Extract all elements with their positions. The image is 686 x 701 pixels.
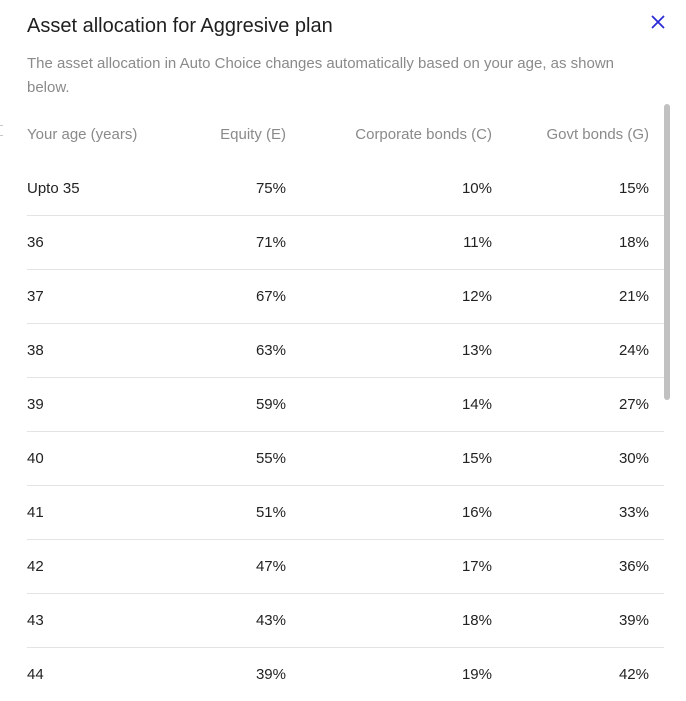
table-row: 43 43% 18% 39% xyxy=(27,593,664,648)
cell-govt-bonds: 18% xyxy=(492,215,664,270)
modal-description: The asset allocation in Auto Choice chan… xyxy=(27,55,615,96)
table-row: 41 51% 16% 33% xyxy=(27,485,664,540)
header-corporate-bonds: Corporate bonds (C) xyxy=(355,125,492,143)
cell-govt-bonds: 39% xyxy=(492,593,664,648)
modal-title: Asset allocation for Aggresive plan xyxy=(27,15,333,37)
allocation-table-container[interactable]: Your age (years) Equity (E) Corporate bo… xyxy=(27,106,664,701)
left-edge-mark xyxy=(0,135,3,136)
cell-corporate-bonds: 15% xyxy=(286,431,492,486)
allocation-table: Your age (years) Equity (E) Corporate bo… xyxy=(27,106,664,701)
cell-equity: 43% xyxy=(167,593,286,648)
cell-equity: 51% xyxy=(167,485,286,540)
cell-age: 44 xyxy=(27,647,167,701)
cell-equity: 47% xyxy=(167,539,286,594)
cell-equity: 67% xyxy=(167,269,286,324)
table-row: 42 47% 17% 36% xyxy=(27,539,664,594)
cell-age: 40 xyxy=(27,431,167,486)
cell-govt-bonds: 30% xyxy=(492,431,664,486)
cell-govt-bonds: 27% xyxy=(492,377,664,432)
cell-govt-bonds: 33% xyxy=(492,485,664,540)
cell-govt-bonds: 15% xyxy=(492,162,664,216)
left-edge-mark xyxy=(0,125,3,126)
header-govt-bonds: Govt bonds (G) xyxy=(546,125,649,143)
table-scrollbar[interactable] xyxy=(664,104,671,701)
cell-age: 41 xyxy=(27,485,167,540)
cell-equity: 71% xyxy=(167,215,286,270)
cell-govt-bonds: 21% xyxy=(492,269,664,324)
cell-govt-bonds: 42% xyxy=(492,647,664,701)
cell-corporate-bonds: 19% xyxy=(286,647,492,701)
cell-age: 37 xyxy=(27,269,167,324)
cell-age: 43 xyxy=(27,593,167,648)
cell-corporate-bonds: 17% xyxy=(286,539,492,594)
table-row: 38 63% 13% 24% xyxy=(27,323,664,378)
cell-age: Upto 35 xyxy=(27,162,167,216)
cell-equity: 63% xyxy=(167,323,286,378)
cell-corporate-bonds: 18% xyxy=(286,593,492,648)
header-age: Your age (years) xyxy=(27,125,138,143)
cell-govt-bonds: 24% xyxy=(492,323,664,378)
table-row: 44 39% 19% 42% xyxy=(27,647,664,701)
cell-age: 38 xyxy=(27,323,167,378)
cell-corporate-bonds: 10% xyxy=(286,162,492,216)
table-row: 37 67% 12% 21% xyxy=(27,269,664,324)
cell-age: 42 xyxy=(27,539,167,594)
cell-corporate-bonds: 12% xyxy=(286,269,492,324)
table-row: Upto 35 75% 10% 15% xyxy=(27,162,664,216)
cell-equity: 59% xyxy=(167,377,286,432)
table-row: 40 55% 15% 30% xyxy=(27,431,664,486)
cell-corporate-bonds: 16% xyxy=(286,485,492,540)
cell-age: 36 xyxy=(27,215,167,270)
cell-equity: 75% xyxy=(167,162,286,216)
table-row: 39 59% 14% 27% xyxy=(27,377,664,432)
table-row: 36 71% 11% 18% xyxy=(27,215,664,270)
cell-equity: 55% xyxy=(167,431,286,486)
header-equity: Equity (E) xyxy=(220,125,286,143)
cell-govt-bonds: 36% xyxy=(492,539,664,594)
cell-corporate-bonds: 13% xyxy=(286,323,492,378)
cell-corporate-bonds: 14% xyxy=(286,377,492,432)
cell-corporate-bonds: 11% xyxy=(286,215,492,270)
table-header-row: Your age (years) Equity (E) Corporate bo… xyxy=(27,106,664,162)
close-button[interactable] xyxy=(648,12,668,32)
scrollbar-thumb[interactable] xyxy=(664,104,670,400)
close-icon[interactable] xyxy=(648,12,668,32)
cell-equity: 39% xyxy=(167,647,286,701)
cell-age: 39 xyxy=(27,377,167,432)
